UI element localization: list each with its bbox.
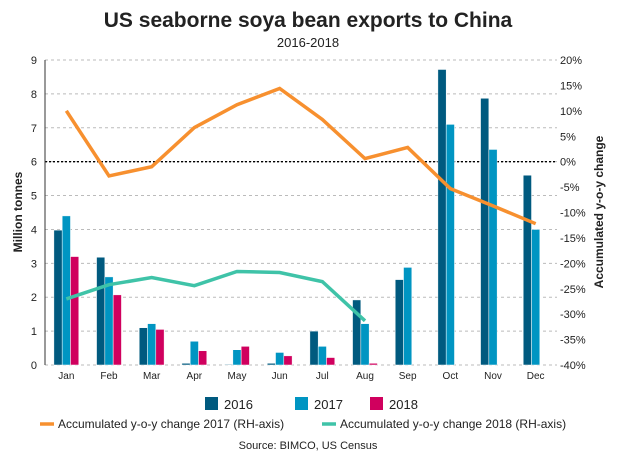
bar-2016-Nov	[480, 98, 490, 366]
bar-2017-Jul	[317, 346, 327, 366]
bar-2016-May	[224, 364, 234, 366]
x-tick-label: Feb	[100, 371, 118, 382]
bar-2016-Sep	[394, 279, 404, 366]
y2-tick-label: -30%	[560, 309, 586, 321]
bar-2018-Aug	[368, 363, 378, 366]
bar-2016-Apr	[181, 363, 191, 366]
x-tick-label: May	[228, 371, 247, 382]
bar-2017-Mar	[147, 323, 157, 366]
bar-2018-Mar	[155, 329, 165, 366]
bar-2016-Jun	[266, 363, 276, 366]
chart-title: US seaborne soya bean exports to China	[104, 9, 513, 32]
x-tick-label: Jun	[272, 371, 288, 382]
y2-tick-label: -10%	[560, 208, 586, 220]
y-tick-label: 8	[31, 89, 37, 101]
y2-tick-label: -35%	[560, 335, 586, 347]
y-tick-label: 1	[31, 326, 37, 338]
y2-tick-label: 10%	[560, 106, 582, 118]
y-tick-label: 4	[31, 224, 37, 236]
y-tick-label: 7	[31, 123, 37, 135]
y2-tick-label: -15%	[560, 233, 586, 245]
bar-2016-Jul	[309, 330, 319, 366]
legend-label: Accumulated y-o-y change 2018 (RH-axis)	[340, 417, 566, 431]
bar-2017-Nov	[488, 149, 498, 366]
bar-2018-Jun	[283, 355, 293, 366]
y-tick-label: 5	[31, 191, 37, 203]
bar-2017-May	[232, 349, 242, 366]
bar-2018-May	[240, 346, 250, 366]
y2-tick-label: -5%	[560, 182, 580, 194]
y2-tick-label: -40%	[560, 360, 586, 372]
y-tick-label: 9	[31, 55, 37, 67]
bar-2017-Dec	[531, 229, 541, 366]
bar-2016-Jan	[53, 229, 63, 366]
bar-2017-Oct	[445, 124, 455, 366]
legend-label: Accumulated y-o-y change 2017 (RH-axis)	[58, 417, 284, 431]
x-tick-label: Dec	[527, 371, 545, 382]
source-note: Source: BIMCO, US Census	[239, 440, 378, 452]
x-tick-label: Jul	[316, 371, 329, 382]
bar-2016-Dec	[522, 174, 532, 366]
legend-label: 2016	[224, 397, 253, 412]
bar-2016-Feb	[96, 256, 106, 366]
y-tick-label: 0	[31, 360, 37, 372]
y2-tick-label: 20%	[560, 55, 582, 67]
x-tick-label: Apr	[187, 371, 203, 382]
y2-tick-label: -25%	[560, 284, 586, 296]
bar-2017-Apr	[189, 341, 199, 366]
bar-2017-Jan	[61, 215, 71, 366]
y2-tick-label: 15%	[560, 80, 582, 92]
bar-2017-Jun	[275, 352, 285, 366]
y-tick-label: 6	[31, 157, 37, 169]
y2-axis-label: Accumulated y-o-y change	[592, 135, 606, 288]
y2-tick-label: 5%	[560, 131, 576, 143]
line-Accumulated y-o-y change 2018 (RH-axis)	[65, 269, 367, 323]
x-tick-label: Aug	[356, 371, 374, 382]
legend-swatch-2017	[295, 397, 308, 410]
y-tick-label: 3	[31, 258, 37, 270]
x-tick-label: Jan	[58, 371, 74, 382]
y2-tick-label: 0%	[560, 157, 576, 169]
bar-2016-Mar	[138, 327, 148, 366]
bar-2018-Jul	[326, 357, 336, 366]
x-tick-label: Oct	[443, 371, 459, 382]
bar-2017-Aug	[360, 323, 370, 366]
y-axis-label: Million tonnes	[11, 171, 25, 252]
legend-swatch-2016	[205, 397, 218, 410]
y-tick-label: 2	[31, 292, 37, 304]
legend-label: 2017	[314, 397, 343, 412]
bar-2017-Sep	[403, 267, 413, 366]
y2-tick-label: -20%	[560, 258, 586, 270]
bar-2018-Feb	[112, 294, 122, 366]
bar-2016-Oct	[437, 69, 447, 366]
bar-2017-Feb	[104, 276, 114, 366]
bar-2018-Jan	[70, 256, 80, 366]
x-tick-label: Sep	[399, 371, 417, 382]
x-tick-label: Mar	[143, 371, 161, 382]
legend-label: 2018	[389, 397, 418, 412]
legend-swatch-2018	[370, 397, 383, 410]
x-tick-label: Nov	[484, 371, 502, 382]
chart-subtitle: 2016-2018	[277, 35, 339, 50]
line-Accumulated y-o-y change 2017 (RH-axis)	[64, 86, 537, 226]
bar-2018-Apr	[198, 350, 208, 366]
